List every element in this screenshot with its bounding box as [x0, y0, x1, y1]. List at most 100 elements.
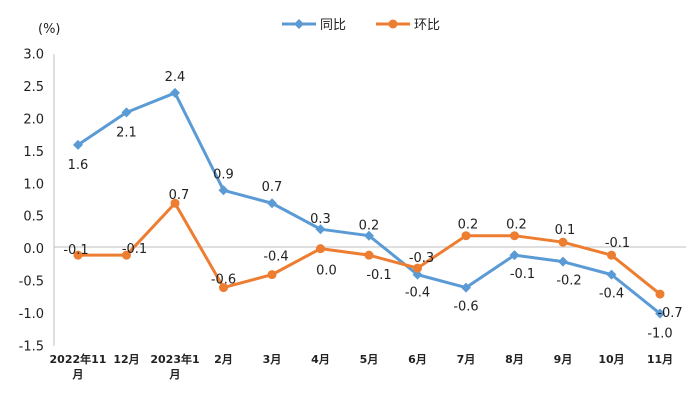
data-point-marker	[73, 250, 83, 260]
data-point-marker	[316, 244, 325, 254]
x-tick-label-line: 5月	[360, 353, 379, 366]
data-label: -0.1	[63, 243, 88, 258]
y-tick-label: 3.0	[23, 48, 44, 63]
data-point-marker	[122, 250, 131, 260]
x-tick-label: 8月	[505, 353, 524, 366]
data-label: -0.2	[556, 274, 581, 289]
data-point-marker	[655, 289, 665, 299]
y-tick-label: 2.5	[23, 80, 44, 95]
data-point-marker	[267, 270, 277, 280]
x-tick-label-line: 12月	[113, 353, 139, 366]
x-tick-label-line: 2023年1	[150, 352, 199, 366]
x-tick-label: 6月	[408, 353, 427, 366]
y-tick-label: 0.0	[23, 242, 44, 257]
data-label: 1.6	[68, 158, 89, 173]
y-tick-label: 1.5	[23, 145, 44, 160]
x-tick-label-line: 8月	[505, 353, 524, 366]
data-point-marker	[558, 256, 568, 267]
data-point-marker	[413, 263, 422, 273]
data-label: -0.1	[366, 268, 391, 283]
data-label: -0.3	[409, 251, 434, 266]
y-tick-label: 2.0	[23, 112, 44, 127]
data-label: 0.7	[262, 180, 283, 195]
data-label: 0.3	[310, 212, 331, 227]
data-point-marker	[364, 250, 374, 260]
y-tick-label: -0.5	[19, 275, 44, 290]
data-label: -1.0	[647, 327, 672, 342]
x-tick-label-line: 2月	[214, 353, 233, 366]
data-point-marker	[267, 198, 277, 209]
data-point-marker	[655, 308, 665, 319]
data-point-marker	[607, 250, 616, 260]
y-axis-unit-label: (%)	[38, 22, 61, 37]
data-point-marker	[218, 185, 229, 196]
data-point-marker	[364, 230, 374, 241]
legend-marker	[294, 19, 304, 29]
x-tick-label: 2023年1 月	[150, 352, 199, 381]
data-label: -0.6	[453, 300, 478, 315]
x-axis-ticks: 2022年11 月 12月 2023年1 月 2月 3月 4月 5月 6月 7月 8月 9月 10月 11月	[50, 352, 674, 381]
data-point-marker	[219, 283, 228, 293]
data-label: 0.9	[213, 167, 234, 182]
data-label: 0.2	[359, 219, 380, 234]
x-tick-label: 10月	[598, 353, 624, 366]
x-tick-label: 9月	[554, 353, 573, 366]
data-label: 0.2	[458, 218, 479, 233]
x-tick-label: 5月	[360, 353, 379, 366]
data-label: -0.4	[599, 287, 624, 302]
legend: 同比 环比	[282, 18, 440, 33]
x-tick-label: 3月	[263, 353, 282, 366]
y-tick-label: 1.0	[23, 177, 44, 192]
data-point-marker	[509, 250, 520, 261]
data-label: -0.1	[122, 242, 147, 257]
data-point-marker	[73, 139, 83, 150]
y-tick-label: -1.0	[19, 307, 44, 322]
x-tick-label-line: 7月	[457, 353, 476, 366]
data-label: 2.1	[116, 125, 137, 140]
data-point-marker	[121, 107, 132, 118]
data-point-marker	[461, 282, 471, 293]
data-label: -0.1	[605, 236, 630, 251]
x-tick-label-line: 6月	[408, 353, 427, 366]
legend-label: 环比	[414, 18, 440, 33]
x-tick-label-line: 2022年11	[50, 352, 107, 366]
x-tick-label-line: 3月	[263, 353, 282, 366]
x-tick-label: 7月	[457, 353, 476, 366]
data-point-marker	[170, 198, 180, 208]
x-tick-label: 2月	[214, 353, 233, 366]
y-axis-ticks: 3.0 2.5 2.0 1.5 1.0 0.5 0.0 -0.5 -1.0 -1.5	[19, 48, 44, 355]
data-label: -0.7	[657, 306, 682, 321]
x-tick-label-line: 11月	[647, 353, 673, 366]
data-point-marker	[412, 269, 423, 280]
data-label: -0.4	[263, 250, 288, 265]
series-layer: 1.6 2.1 2.4 0.9 0.7 0.3 0.2 -0.4 -0.6 -0.1 -0.2 -0.…	[63, 70, 682, 342]
data-point-marker	[315, 224, 326, 235]
data-point-marker	[461, 231, 471, 241]
y-tick-label: -1.5	[19, 340, 44, 355]
x-tick-label: 4月	[311, 353, 330, 366]
x-tick-label-line: 10月	[598, 353, 624, 366]
legend-label: 同比	[320, 18, 346, 33]
data-label: -0.1	[510, 267, 535, 282]
data-label: 0.2	[506, 218, 527, 233]
x-tick-label-line: 9月	[554, 353, 573, 366]
x-tick-label-line: 月	[169, 368, 181, 381]
data-point-marker	[558, 237, 568, 247]
y-tick-label: 0.5	[23, 210, 44, 225]
data-point-marker	[606, 269, 617, 280]
x-tick-label: 12月	[113, 353, 139, 366]
data-point-marker	[170, 87, 180, 98]
legend-marker	[388, 19, 398, 29]
x-tick-label-line: 4月	[311, 353, 330, 366]
data-label: 0.1	[555, 223, 576, 238]
data-label: 0.0	[316, 264, 337, 279]
data-point-marker	[510, 231, 519, 241]
data-label: -0.6	[211, 273, 236, 288]
x-tick-label: 11月	[647, 353, 673, 366]
data-label: 2.4	[165, 70, 186, 85]
data-label: -0.4	[405, 286, 430, 301]
x-tick-label-line: 月	[72, 368, 84, 381]
data-label: 0.7	[169, 188, 190, 203]
x-tick-label: 2022年11 月	[50, 352, 107, 381]
